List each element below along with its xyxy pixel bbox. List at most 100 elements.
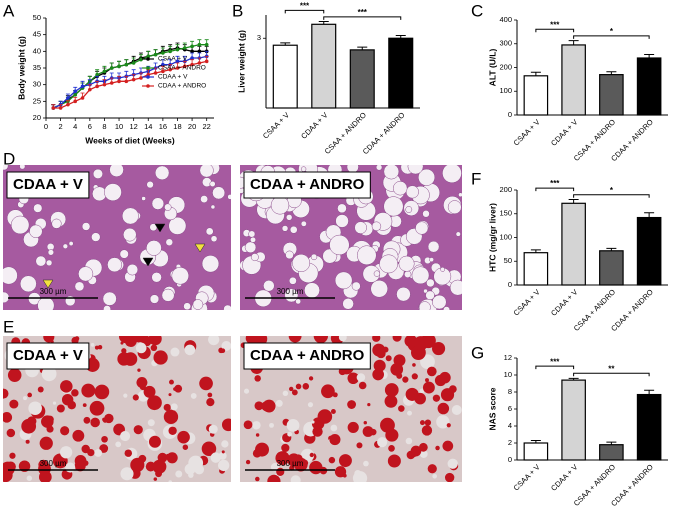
significance-label: *** — [358, 8, 368, 17]
lipid-vacuole — [199, 165, 214, 178]
lipid-droplet — [101, 435, 108, 443]
panel-letter: B — [232, 1, 243, 20]
y-tick-label: 200 — [499, 62, 512, 71]
error-bar — [644, 212, 655, 218]
legend-label: CDAA + V — [158, 74, 188, 81]
y-axis-label: HTC (mg/gr liver) — [487, 203, 497, 272]
lipid-vacuole — [119, 249, 129, 259]
lipid-droplet — [135, 342, 147, 354]
lipid-vacuole — [449, 279, 462, 296]
lipid-vacuole — [3, 266, 18, 285]
lipid-droplet — [425, 378, 429, 383]
lipid-droplet — [447, 458, 458, 469]
lipid-droplet — [97, 344, 103, 350]
lipid-droplet — [207, 392, 213, 398]
y-tick-label: 100 — [499, 86, 512, 95]
lipid-vacuole — [285, 250, 294, 260]
lipid-droplet — [338, 454, 352, 468]
lipid-droplet — [136, 377, 148, 389]
lipid-droplet — [124, 449, 133, 457]
lipid-vacuole — [121, 207, 139, 225]
panel-letter: G — [471, 343, 484, 362]
lipid-droplet — [385, 355, 392, 362]
lipid-droplet — [245, 459, 251, 465]
point — [95, 84, 99, 89]
lipid-droplet — [254, 401, 264, 411]
series-line — [53, 44, 207, 109]
lipid-vacuole — [404, 270, 412, 278]
point — [146, 54, 151, 59]
lipid-vacuole — [19, 165, 26, 170]
legend-marker — [146, 57, 150, 61]
lipid-droplet — [168, 480, 173, 482]
lipid-droplet — [307, 402, 314, 408]
lipid-vacuole — [107, 257, 123, 273]
lipid-droplet — [120, 467, 134, 481]
point — [182, 46, 187, 50]
y-tick-label: 35 — [33, 63, 41, 72]
lipid-vacuole — [10, 215, 30, 235]
lipid-vacuole — [227, 194, 231, 200]
image-label-box — [243, 342, 371, 370]
lipid-droplet — [52, 401, 57, 405]
lipid-vacuole — [354, 221, 367, 234]
lipid-droplet — [308, 376, 314, 381]
lipid-vacuole — [393, 181, 408, 196]
lipid-droplet — [407, 452, 413, 457]
scale-label: 300 µm — [277, 459, 304, 468]
point — [109, 81, 114, 85]
lipid-droplet — [133, 336, 144, 343]
lipid-droplet — [421, 425, 433, 436]
y-tick-label: 0 — [508, 455, 512, 464]
y-tick-label: 0 — [508, 110, 512, 119]
x-tick-label: 4 — [73, 122, 77, 131]
lipid-droplet — [420, 354, 435, 370]
lipid-droplet — [90, 417, 100, 428]
point — [80, 84, 85, 89]
lipid-vacuole — [29, 224, 43, 238]
lipid-vacuole — [168, 216, 187, 235]
lipid-droplet — [437, 402, 450, 415]
lipid-droplet — [432, 394, 441, 402]
lipid-droplet — [220, 348, 226, 354]
lipid-droplet — [221, 450, 225, 454]
lipid-droplet — [422, 381, 435, 394]
lipid-droplet — [289, 386, 294, 392]
y-tick-label: 0 — [508, 280, 512, 289]
x-tick-label: CDAA + V — [549, 117, 579, 147]
lipid-vacuole — [33, 203, 43, 213]
lipid-droplet — [411, 373, 418, 380]
lipid-vacuole — [62, 243, 69, 249]
lipid-vacuole — [346, 165, 359, 173]
y-axis-label: Body weight (g) — [16, 36, 26, 100]
bar — [599, 250, 624, 286]
lipid-droplet — [439, 371, 451, 384]
point — [102, 82, 107, 87]
lipid-droplet — [338, 468, 345, 475]
significance-bracket — [573, 35, 650, 39]
lipid-vacuole — [205, 227, 214, 236]
lipid-droplet — [295, 383, 302, 390]
lipid-droplet — [440, 388, 455, 402]
point — [109, 66, 114, 70]
point — [197, 61, 202, 65]
y-tick-label: 12 — [504, 353, 512, 362]
significance-label: *** — [300, 1, 310, 10]
lipid-droplet — [288, 336, 302, 343]
lipid-vacuole — [458, 192, 462, 198]
point — [131, 61, 136, 65]
point — [139, 76, 143, 80]
significance-label: *** — [550, 179, 560, 188]
lipid-droplet — [190, 393, 197, 399]
lipid-droplet — [275, 451, 290, 466]
lipid-droplet — [94, 345, 99, 350]
image-label: CDAA + ANDRO — [250, 347, 365, 364]
legend-label: CSAA + ANDRO — [158, 65, 206, 72]
lipid-droplet — [398, 405, 405, 412]
lipid-droplet — [23, 396, 28, 401]
lipid-droplet — [129, 336, 133, 338]
lipid-droplet — [163, 409, 179, 425]
lipid-droplet — [147, 419, 155, 427]
lipid-droplet — [396, 372, 403, 379]
y-tick-label: 45 — [33, 30, 41, 39]
